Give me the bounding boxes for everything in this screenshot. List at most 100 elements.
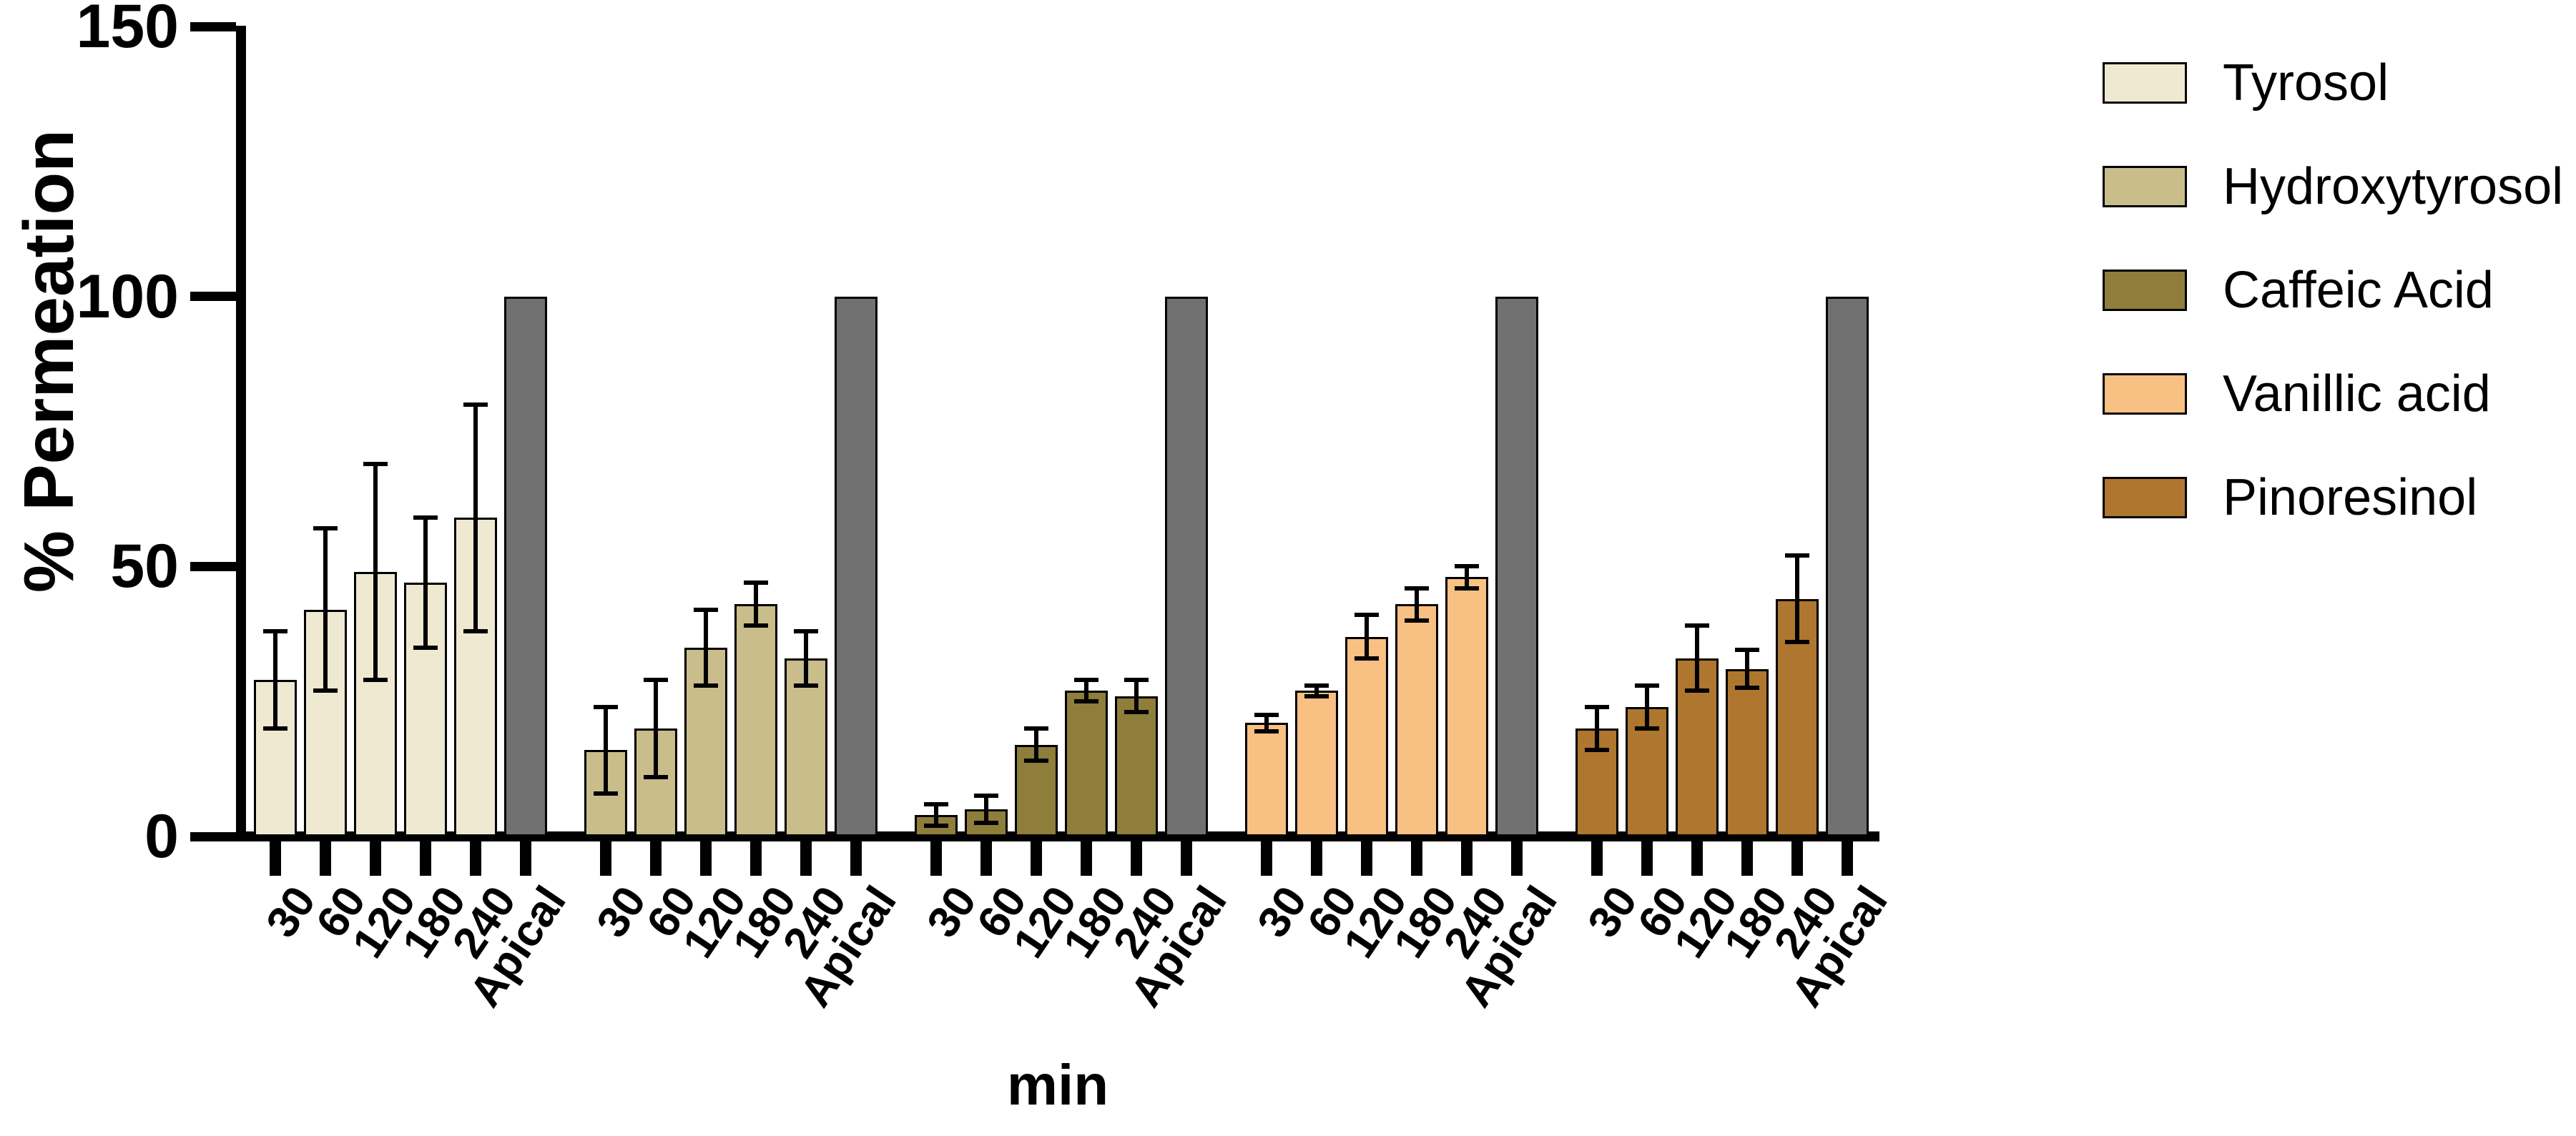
x-tick-mark <box>1181 841 1192 876</box>
error-bar-cap-top <box>794 628 818 633</box>
x-tick-mark <box>750 841 762 876</box>
bar-vanillic-acid-240 <box>1445 577 1488 836</box>
bar-vanillic-acid-60 <box>1295 691 1338 836</box>
error-bar-cap-top <box>1635 683 1659 688</box>
error-bar <box>604 706 608 794</box>
error-bar-cap-top <box>1355 613 1379 618</box>
error-bar-cap-top <box>744 581 768 585</box>
error-bar-cap-bottom <box>1304 693 1329 698</box>
error-bar-cap-top <box>1405 586 1429 591</box>
error-bar-cap-top <box>1785 553 1809 558</box>
y-axis-line <box>236 26 246 841</box>
error-bar-cap-bottom <box>1685 688 1709 693</box>
x-tick-mark <box>1261 841 1272 876</box>
error-bar <box>1034 728 1038 761</box>
y-tick-mark <box>190 292 236 302</box>
bar-vanillic-acid-120 <box>1345 636 1388 836</box>
x-tick-mark <box>470 841 481 876</box>
error-bar-cap-bottom <box>263 726 287 731</box>
error-bar-cap-bottom <box>413 645 438 650</box>
x-tick-mark <box>370 841 381 876</box>
legend-swatch-tyrosol <box>2103 62 2187 104</box>
error-bar <box>323 528 328 691</box>
y-axis-title: % Permeation <box>9 129 88 593</box>
error-bar <box>654 679 658 777</box>
error-bar <box>273 631 277 728</box>
bar-pinoresinol-180 <box>1726 668 1769 836</box>
error-bar-cap-bottom <box>1254 728 1279 734</box>
x-tick-mark <box>1031 841 1042 876</box>
bar-tyrosol-apical <box>504 296 547 836</box>
error-bar <box>704 609 708 686</box>
error-bar-cap-bottom <box>1785 640 1809 645</box>
error-bar <box>1365 615 1369 658</box>
y-tick-mark <box>190 561 236 571</box>
error-bar-cap-top <box>1304 683 1329 688</box>
error-bar <box>1084 679 1088 702</box>
bar-vanillic-acid-180 <box>1395 604 1438 836</box>
error-bar-cap-top <box>1024 726 1048 731</box>
error-bar-cap-bottom <box>1585 748 1609 753</box>
error-bar-cap-bottom <box>974 821 998 826</box>
legend-label: Caffeic Acid <box>2223 262 2494 319</box>
error-bar-cap-bottom <box>1735 686 1759 691</box>
error-bar-cap-top <box>974 794 998 799</box>
error-bar-cap-bottom <box>463 628 488 633</box>
error-bar-cap-top <box>1455 564 1479 569</box>
error-bar-cap-top <box>263 628 287 633</box>
error-bar-cap-top <box>413 515 438 520</box>
bar-hydroxytyrosol-240 <box>785 658 827 836</box>
error-bar-cap-top <box>594 704 618 709</box>
error-bar <box>1134 679 1139 713</box>
bar-pinoresinol-30 <box>1575 728 1618 836</box>
error-bar-cap-top <box>313 526 338 531</box>
y-tick-label: 150 <box>76 0 180 61</box>
error-bar-cap-bottom <box>1355 656 1379 661</box>
legend-swatch-hydroxytyrosol <box>2103 166 2187 207</box>
bar-caffeic-acid-240 <box>1115 696 1158 836</box>
error-bar <box>1314 685 1319 696</box>
x-tick-mark <box>650 841 662 876</box>
x-tick-mark <box>1691 841 1703 876</box>
error-bar <box>934 804 938 826</box>
legend-item-tyrosol: Tyrosol <box>2103 57 2389 109</box>
x-tick-mark <box>1361 841 1372 876</box>
error-bar <box>754 583 758 626</box>
error-bar-cap-bottom <box>363 677 388 682</box>
x-tick-mark <box>1311 841 1322 876</box>
error-bar-cap-top <box>1124 677 1149 682</box>
bar-hydroxytyrosol-180 <box>734 604 777 836</box>
legend-label: Tyrosol <box>2223 54 2389 112</box>
x-tick-mark <box>1591 841 1603 876</box>
x-tick-mark <box>520 841 531 876</box>
bar-vanillic-acid-apical <box>1495 296 1538 836</box>
x-tick-mark <box>980 841 992 876</box>
bar-tyrosol-180 <box>404 583 447 836</box>
error-bar-cap-top <box>1074 677 1098 682</box>
x-tick-mark <box>1131 841 1142 876</box>
y-tick-label: 50 <box>110 532 179 601</box>
error-bar-cap-top <box>644 677 668 682</box>
error-bar-cap-bottom <box>924 823 948 828</box>
error-bar <box>373 463 378 680</box>
legend-label: Hydroxytyrosol <box>2223 158 2564 215</box>
bar-caffeic-acid-180 <box>1065 691 1108 836</box>
error-bar <box>804 631 808 686</box>
x-axis-title: min <box>1006 1053 1109 1117</box>
error-bar-cap-top <box>1585 704 1609 709</box>
bar-vanillic-acid-30 <box>1245 723 1288 836</box>
x-tick-mark <box>700 841 712 876</box>
error-bar <box>1795 555 1799 643</box>
error-bar-cap-top <box>463 402 488 407</box>
error-bar <box>473 404 478 631</box>
x-tick-mark <box>1081 841 1092 876</box>
x-tick-mark <box>1411 841 1422 876</box>
error-bar <box>1264 715 1269 731</box>
error-bar-cap-top <box>363 461 388 466</box>
error-bar-cap-bottom <box>694 683 718 688</box>
error-bar-cap-bottom <box>1124 710 1149 715</box>
legend-item-caffeic-acid: Caffeic Acid <box>2103 265 2494 316</box>
legend-item-pinoresinol: Pinoresinol <box>2103 472 2477 523</box>
x-tick-mark <box>1791 841 1803 876</box>
